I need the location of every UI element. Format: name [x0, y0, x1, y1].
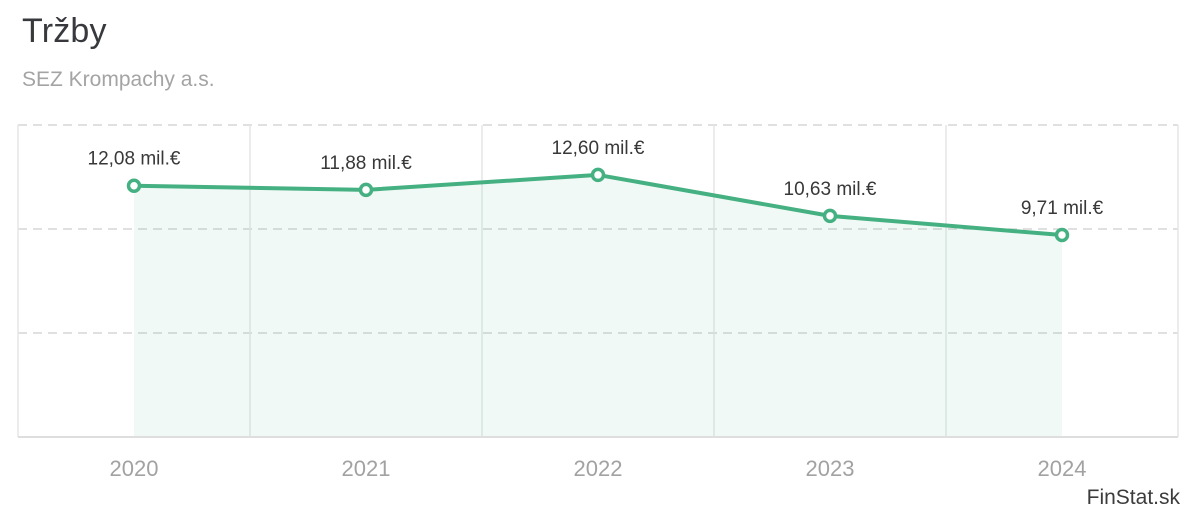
- chart-title: Tržby: [22, 12, 107, 50]
- x-axis-label: 2023: [806, 456, 855, 481]
- data-point-label: 12,08 mil.€: [88, 149, 181, 170]
- data-point-marker[interactable]: [126, 178, 142, 193]
- data-point-marker[interactable]: [1054, 227, 1070, 243]
- data-point-marker[interactable]: [590, 167, 606, 183]
- x-axis-label: 2020: [110, 456, 159, 481]
- x-axis-label: 2024: [1038, 456, 1087, 481]
- data-point-label: 12,60 mil.€: [552, 138, 645, 159]
- data-point-label: 10,63 mil.€: [784, 179, 877, 200]
- data-point-marker[interactable]: [822, 208, 838, 224]
- finstat-watermark: FinStat.sk: [1086, 486, 1180, 509]
- data-point-marker[interactable]: [358, 182, 374, 198]
- x-axis-label: 2021: [342, 456, 391, 481]
- x-axis-label: 2022: [574, 456, 623, 481]
- data-point-label: 9,71 mil.€: [1021, 198, 1104, 219]
- chart-subtitle: SEZ Krompachy a.s.: [22, 68, 215, 91]
- area-fill: [134, 174, 1062, 438]
- data-point-label: 11,88 mil.€: [320, 153, 412, 174]
